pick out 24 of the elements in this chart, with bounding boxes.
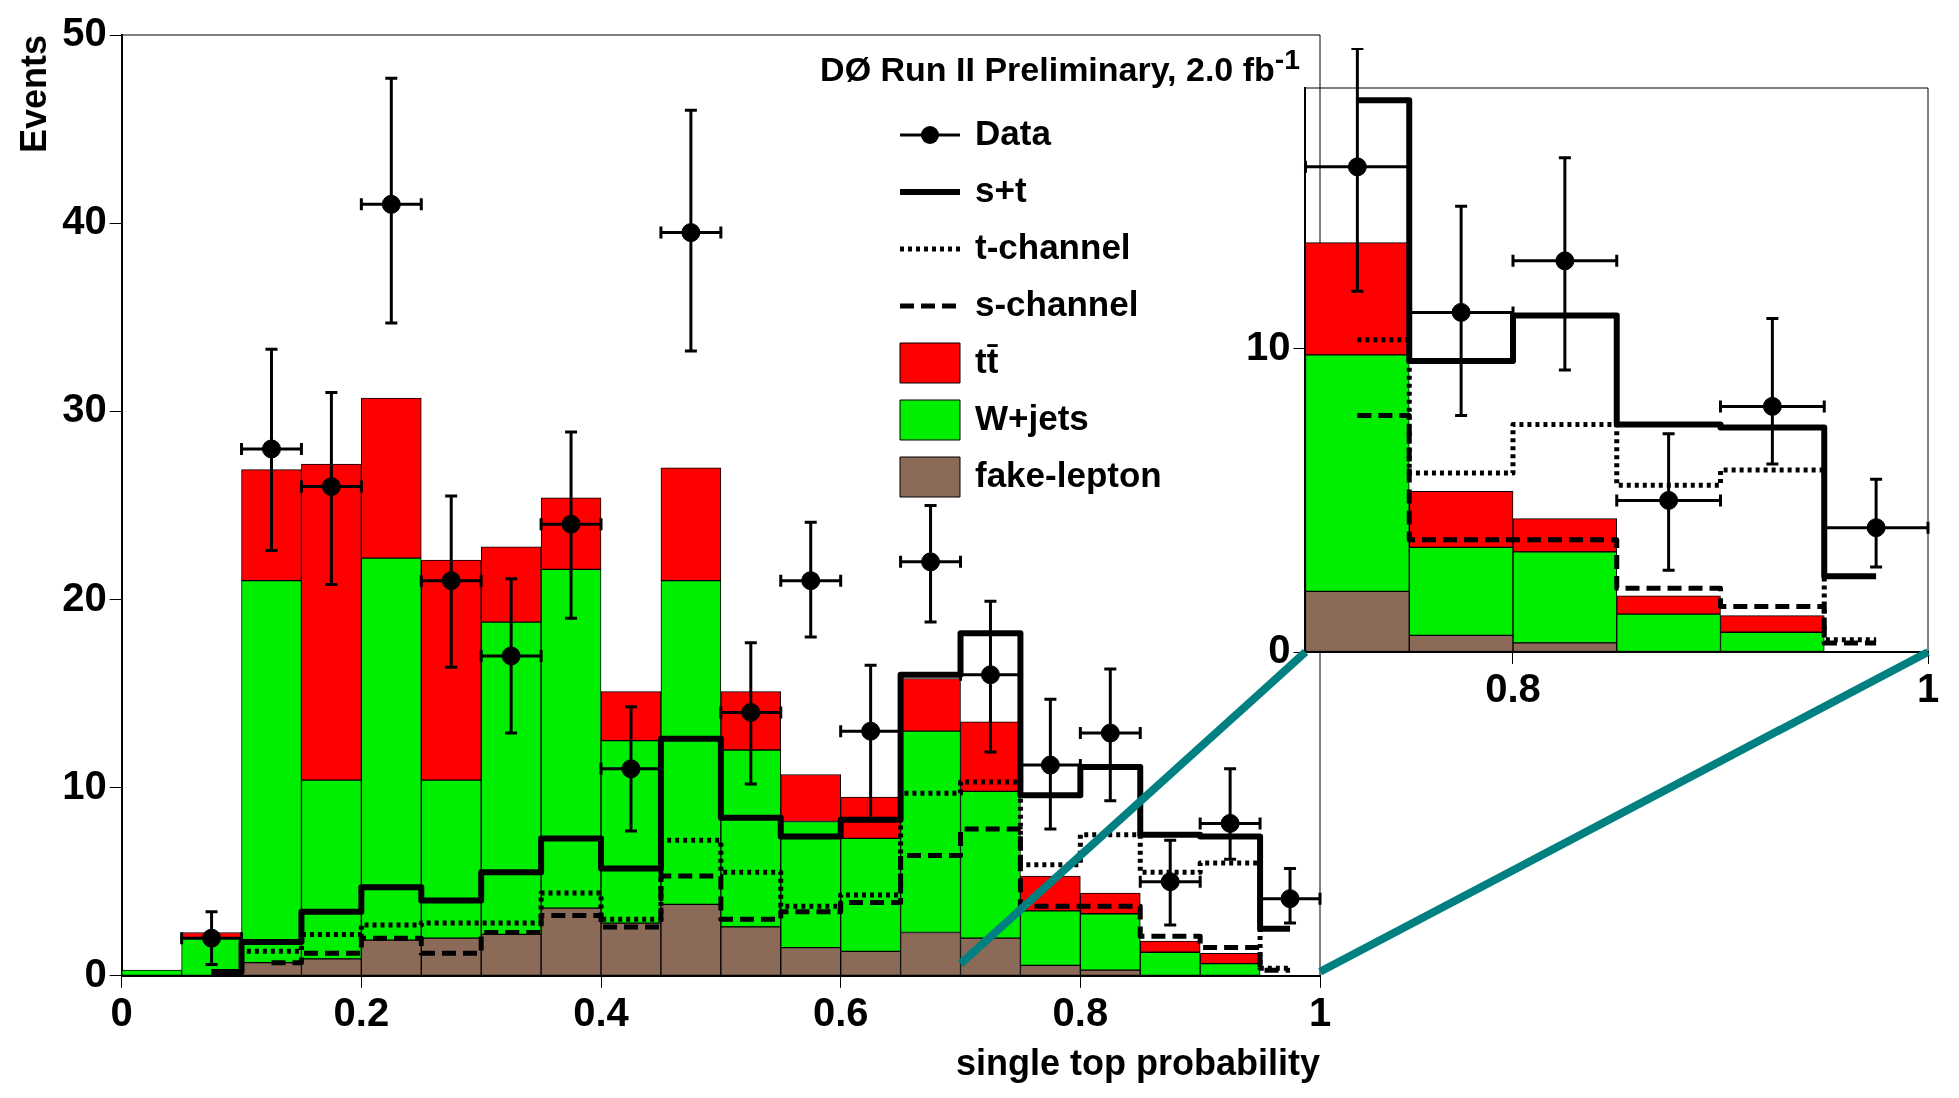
x-tick-label: 1 (1308, 989, 1332, 1034)
y-tick-label: 20 (62, 574, 107, 619)
legend-label: s-channel (975, 283, 1139, 323)
y-tick-label: 10 (62, 762, 107, 807)
x-tick-label: 0.4 (573, 989, 630, 1034)
y-tick-label: 0 (84, 950, 107, 995)
legend-label: s+t (975, 169, 1027, 209)
x-tick-label: 0.8 (1485, 666, 1541, 711)
legend-label: fake-lepton (975, 454, 1162, 494)
chart-title: DØ Run II Preliminary, 2.0 fb$^{-1}$ (820, 43, 1300, 90)
y-tick-label: 50 (62, 10, 107, 55)
legend-label: W+jets (975, 397, 1089, 437)
x-axis-title: single top probability (955, 1042, 1320, 1084)
x-tick-label: 0.8 (1052, 989, 1109, 1034)
legend-label: Data (975, 112, 1052, 152)
y-tick-label: 30 (62, 386, 107, 431)
x-tick-label: 1 (1916, 666, 1940, 711)
y-tick-label: 40 (62, 198, 107, 243)
legend-label: tt̄ (975, 340, 999, 380)
legend-label: t-channel (975, 226, 1131, 266)
x-tick-label: 0.2 (333, 989, 390, 1034)
y-tick-label: 10 (1245, 323, 1291, 368)
y-axis-title: Events (12, 35, 54, 154)
x-tick-label: 0.6 (812, 989, 869, 1034)
